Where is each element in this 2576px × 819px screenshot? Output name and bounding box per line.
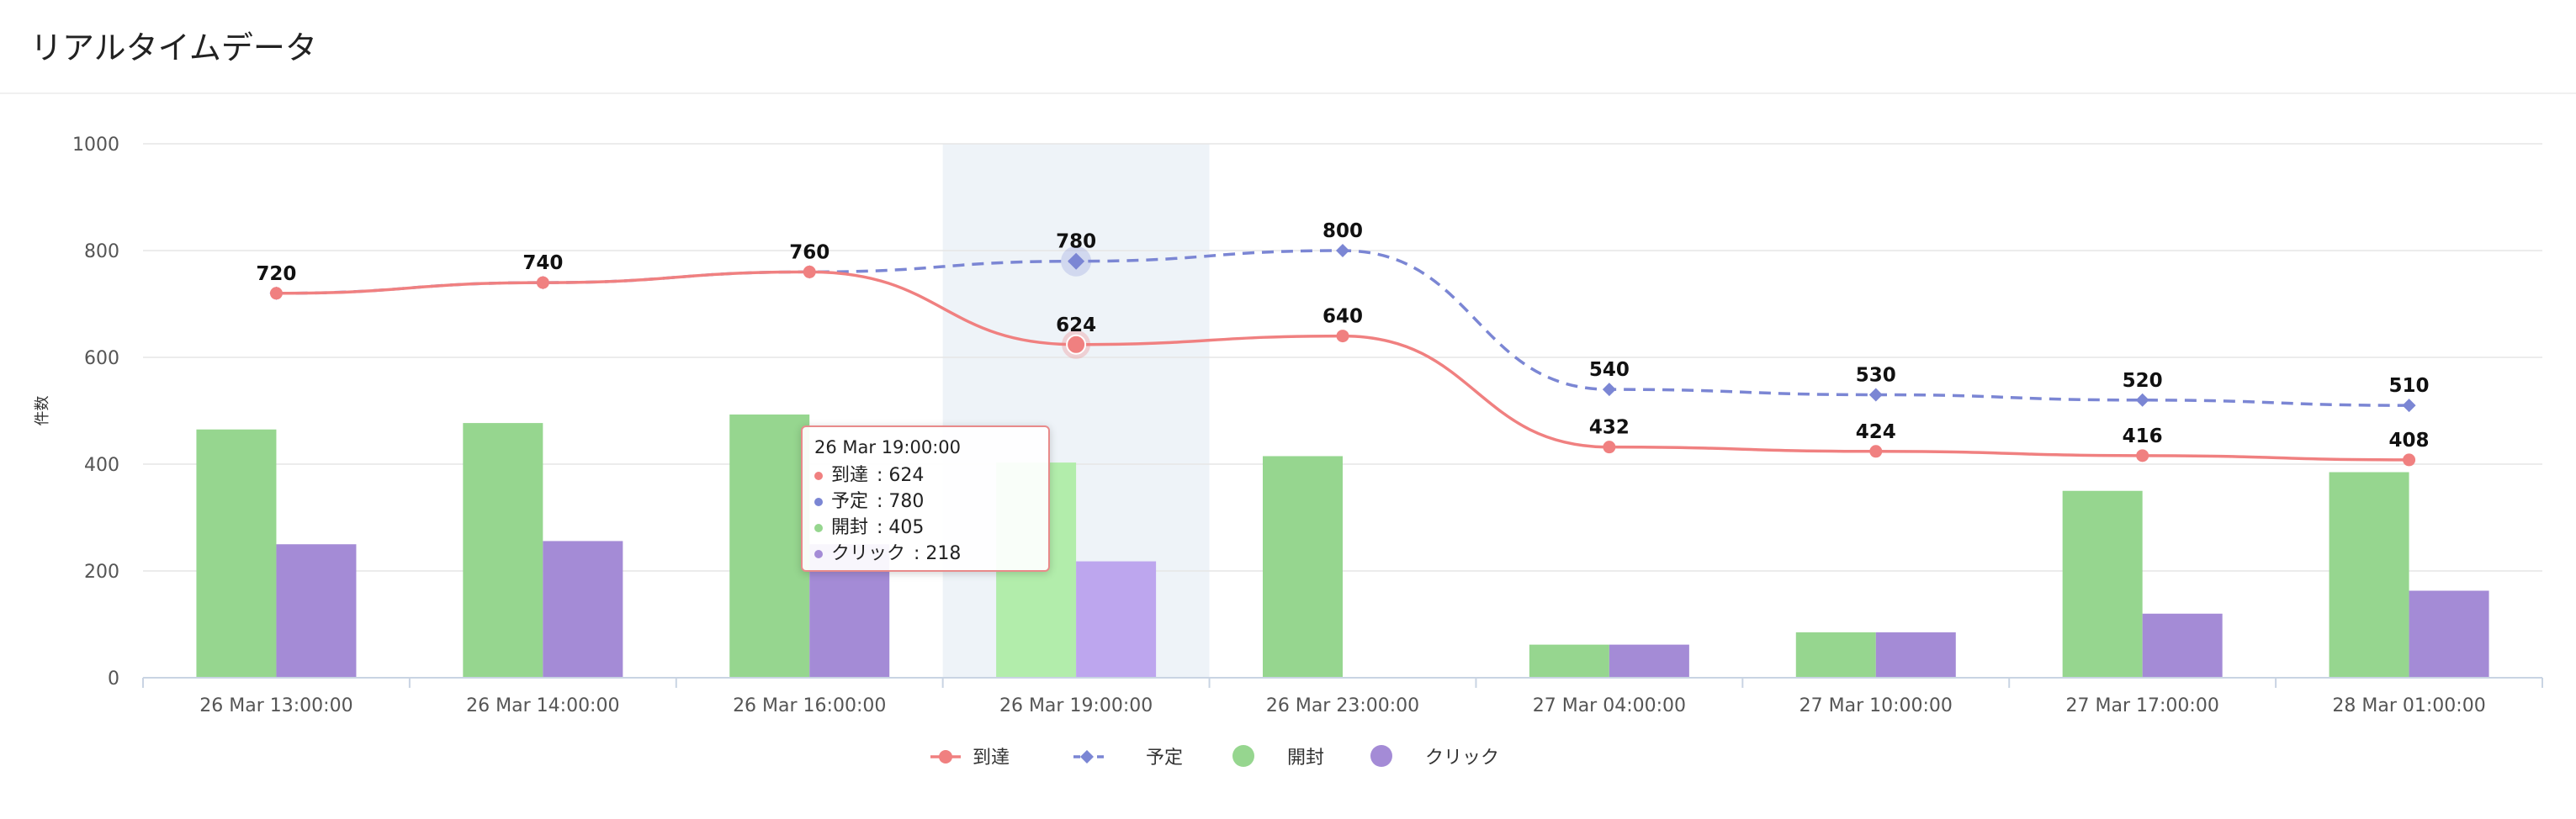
arrived-point — [1336, 330, 1349, 343]
tooltip-row-arrived: 到達 : 624 — [814, 462, 1036, 489]
scheduled-data-label: 510 — [2389, 375, 2430, 397]
arrived-point — [1066, 334, 1087, 355]
clicked-bar — [1076, 561, 1157, 678]
arrived-data-label: 624 — [1056, 314, 1096, 336]
y-tick-label: 0 — [108, 668, 119, 690]
legend-label-clicked: クリック — [1425, 748, 1499, 769]
scheduled-data-label: 780 — [1056, 231, 1096, 253]
legend-opened-icon — [1232, 745, 1254, 767]
arrived-data-label: 424 — [1856, 421, 1896, 443]
scheduled-point — [1336, 244, 1349, 257]
scheduled-data-label: 520 — [2123, 370, 2163, 392]
opened-bar — [1795, 632, 1876, 678]
tooltip-row-value: : 218 — [914, 543, 962, 564]
x-tick-label: 27 Mar 04:00:00 — [1533, 695, 1686, 716]
x-tick-label: 26 Mar 19:00:00 — [999, 695, 1153, 716]
arrived-data-label: 720 — [256, 263, 296, 285]
tooltip-row-value: : 624 — [877, 465, 925, 486]
arrived-data-label: 740 — [522, 252, 563, 274]
legend-scheduled-marker-icon — [1080, 750, 1094, 764]
x-tick-label: 27 Mar 10:00:00 — [1799, 695, 1953, 716]
scheduled-data-label: 540 — [1589, 359, 1630, 381]
arrived-point — [803, 265, 816, 278]
x-tick-label: 26 Mar 23:00:00 — [1266, 695, 1419, 716]
arrived-line — [276, 270, 2409, 462]
arrived-point — [1869, 445, 1883, 458]
x-tick-label: 27 Mar 17:00:00 — [2066, 695, 2219, 716]
tooltip-row-scheduled: 予定 : 780 — [814, 489, 1036, 515]
arrived-data-label: 416 — [2123, 425, 2163, 447]
tooltip-row-value: : 780 — [877, 491, 925, 512]
tooltip: 26 Mar 19:00:00 到達: 624 予定: 780 開封: 405 … — [801, 425, 1050, 572]
clicked-bar — [2409, 590, 2489, 678]
tooltip-row-name: 予定 — [831, 491, 869, 512]
arrived-data-label: 432 — [1589, 417, 1630, 439]
legend-label-arrived: 到達 — [973, 748, 1010, 769]
arrived-data-label: 408 — [2389, 430, 2430, 452]
opened-bar — [2062, 490, 2143, 678]
opened-bar — [729, 414, 810, 678]
x-tick-label: 26 Mar 16:00:00 — [733, 695, 886, 716]
header: リアルタイムデータ — [0, 0, 2576, 94]
y-tick-label: 600 — [84, 348, 119, 369]
clicked-bar — [1875, 632, 1956, 678]
tooltip-row-name: 開封 — [831, 517, 869, 538]
tooltip-title: 26 Mar 19:00:00 — [814, 437, 962, 457]
scheduled-point — [2135, 393, 2149, 407]
legend-label-scheduled: 予定 — [1146, 748, 1183, 769]
opened-dot-icon — [814, 524, 823, 532]
tooltip-row-name: クリック — [831, 543, 906, 564]
y-tick-label: 400 — [84, 455, 119, 476]
arrived-point — [2403, 453, 2416, 467]
tooltip-row-value: : 405 — [877, 517, 925, 538]
tooltip-row-name: 到達 — [831, 465, 869, 486]
tooltip-row-opened: 開封 : 405 — [814, 515, 1036, 541]
legend-label-opened: 開封 — [1287, 748, 1324, 769]
scheduled-data-label: 800 — [1322, 220, 1363, 242]
y-tick-label: 1000 — [72, 135, 119, 156]
arrived-point — [536, 276, 549, 289]
clicked-dot-icon — [814, 550, 823, 558]
y-tick-label: 200 — [84, 562, 119, 583]
opened-bar — [196, 429, 277, 678]
clicked-bar — [276, 544, 357, 678]
arrived-data-label: 640 — [1322, 306, 1363, 328]
arrived-point — [2136, 449, 2149, 462]
scheduled-data-label: 530 — [1856, 364, 1896, 386]
legend-clicked-icon — [1370, 745, 1392, 767]
tooltip-row-clicked: クリック : 218 — [814, 541, 1036, 567]
y-axis-title: 件数 — [34, 396, 51, 426]
x-tick-label: 28 Mar 01:00:00 — [2332, 695, 2485, 716]
page-title: リアルタイムデータ — [30, 29, 317, 66]
scheduled-point — [1068, 252, 1085, 270]
opened-bar — [2329, 472, 2409, 678]
opened-bar — [1529, 644, 1609, 678]
scheduled-line — [276, 249, 2409, 407]
x-tick-label: 26 Mar 14:00:00 — [466, 695, 619, 716]
legend-arrived-marker-icon — [939, 750, 952, 764]
clicked-bar — [1609, 644, 1689, 678]
scheduled-dot-icon — [814, 498, 823, 506]
clicked-bar — [543, 541, 623, 678]
scheduled-point — [2402, 399, 2416, 413]
scheduled-point — [1602, 383, 1616, 397]
arrived-dot-icon — [814, 472, 823, 480]
scheduled-point — [1868, 388, 1883, 402]
clicked-bar — [2142, 613, 2223, 678]
arrived-point — [269, 287, 283, 300]
arrived-point — [1603, 441, 1616, 454]
y-tick-label: 800 — [84, 241, 119, 262]
arrived-data-label: 760 — [789, 241, 830, 263]
x-tick-label: 26 Mar 13:00:00 — [199, 695, 352, 716]
opened-bar — [463, 423, 543, 678]
opened-bar — [1263, 456, 1343, 678]
